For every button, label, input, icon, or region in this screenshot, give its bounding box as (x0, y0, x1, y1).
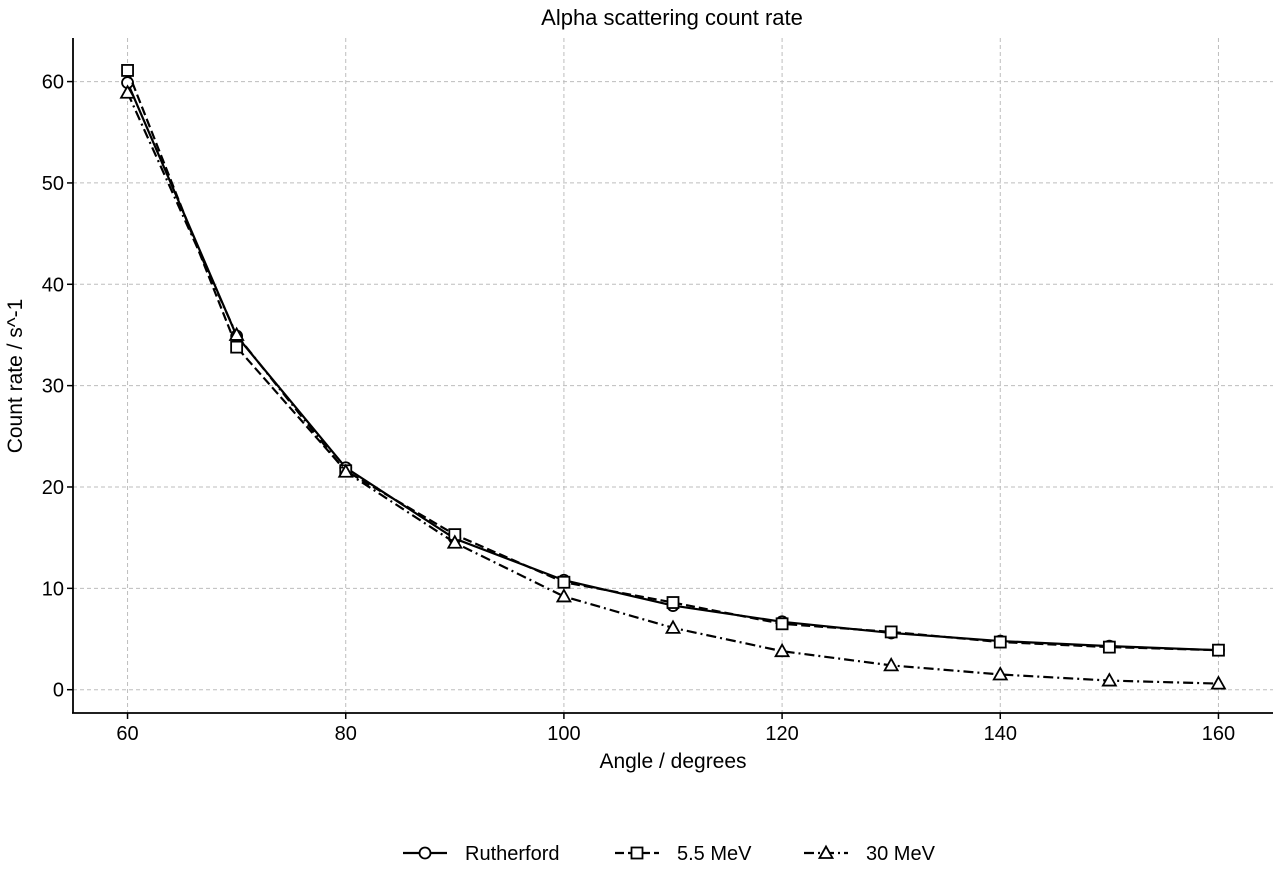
grid-layer (73, 38, 1273, 713)
y-axis-label: Count rate / s^-1 (4, 299, 27, 454)
data-point (993, 635, 1007, 649)
legend: Rutherford 5.5 MeV 30 MeV (403, 843, 936, 865)
series-square (121, 64, 1225, 657)
series-triangle (119, 84, 1227, 690)
legend-label: 5.5 MeV (677, 843, 752, 865)
legend-marker (630, 846, 644, 860)
data-point (119, 84, 136, 99)
y-tick-label: 40 (42, 274, 64, 296)
x-tick-label: 100 (547, 723, 580, 745)
data-point (121, 64, 134, 77)
data-point (883, 657, 900, 672)
y-tick-label: 10 (42, 578, 64, 600)
data-point (666, 596, 680, 609)
x-tick-label: 140 (984, 723, 1017, 745)
x-axis-label: Angle / degrees (599, 750, 746, 773)
data-point (446, 534, 463, 549)
series-line (126, 70, 1219, 652)
x-tick-label: 80 (335, 723, 357, 745)
legend-marker (418, 846, 432, 860)
legend-item: Rutherford (403, 843, 560, 865)
y-tick-label: 50 (42, 173, 64, 195)
data-point (228, 326, 245, 341)
legend-label: Rutherford (465, 843, 560, 865)
y-tick-label: 0 (53, 680, 64, 702)
tick-layer: 60 80 100 120 140 160 0 10 20 30 40 50 60 (42, 72, 1235, 745)
series-circle (121, 76, 1225, 657)
data-point (555, 588, 572, 603)
data-point (775, 617, 789, 631)
data-point (664, 619, 682, 634)
chart-title: Alpha scattering count rate (541, 5, 803, 30)
data-point (1101, 672, 1118, 687)
x-tick-label: 60 (116, 723, 138, 745)
data-point (884, 625, 898, 639)
data-point (774, 642, 791, 658)
data-point (992, 666, 1009, 681)
x-tick-label: 120 (765, 723, 798, 745)
data-point (557, 575, 571, 589)
data-point (230, 340, 244, 354)
series-line (126, 82, 1219, 652)
data-point (1102, 640, 1116, 654)
legend-marker (817, 844, 835, 859)
series-line (126, 92, 1219, 685)
series-layer (119, 64, 1227, 690)
x-tick-label: 160 (1202, 723, 1235, 745)
legend-label: 30 MeV (866, 843, 936, 865)
y-tick-label: 20 (42, 477, 64, 499)
y-tick-label: 30 (42, 376, 64, 398)
legend-item: 5.5 MeV (615, 843, 752, 865)
legend-item: 30 MeV (804, 843, 936, 865)
y-tick-label: 60 (42, 72, 64, 94)
data-point (1210, 675, 1227, 690)
data-point (337, 463, 354, 478)
data-point (1212, 643, 1225, 657)
